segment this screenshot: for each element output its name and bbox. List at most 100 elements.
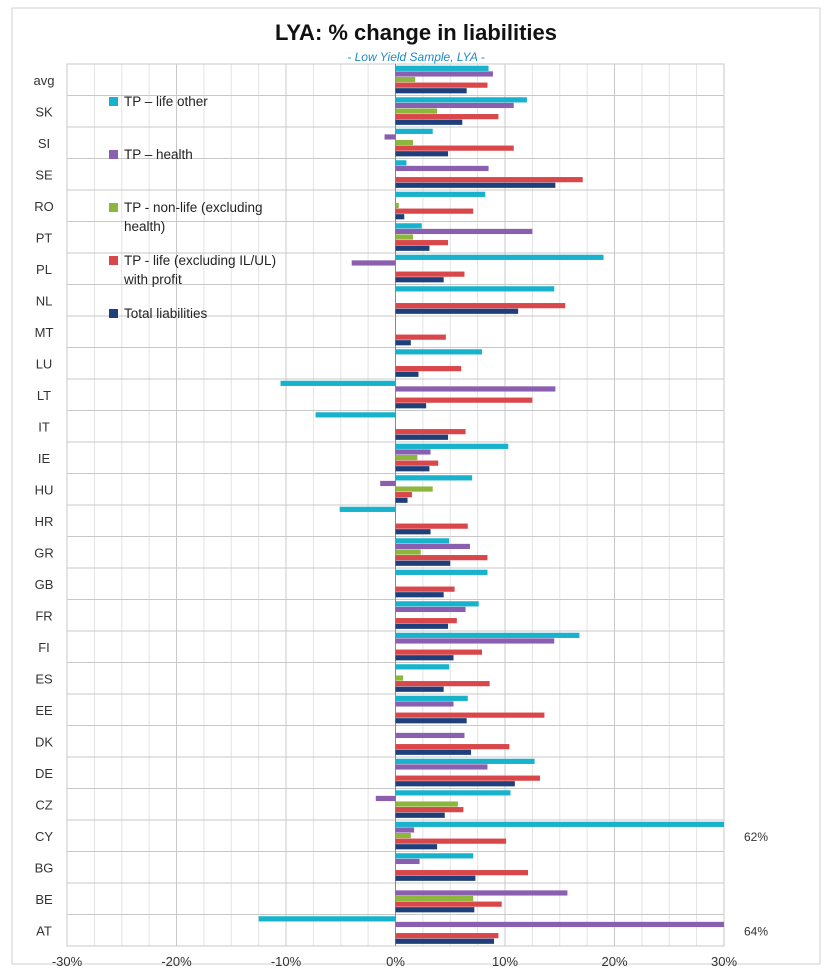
bar (395, 701, 454, 707)
bar (395, 449, 431, 455)
category-label: LU (36, 356, 53, 371)
category-label: SK (35, 104, 53, 119)
bar (395, 214, 405, 220)
x-tick-label: 0% (386, 954, 405, 969)
legend-label: TP - non-life (excluding health) (124, 200, 263, 234)
category-label: IT (38, 419, 50, 434)
legend-label: TP – health (124, 147, 193, 162)
bar (395, 165, 489, 172)
bar (395, 76, 416, 83)
legend-swatch (109, 309, 118, 318)
bar (395, 177, 583, 183)
bar (395, 529, 431, 535)
bar (395, 65, 489, 71)
bar (395, 638, 555, 644)
x-tick-label: -30% (52, 954, 83, 969)
bar (395, 649, 483, 655)
legend-swatch (109, 256, 118, 265)
bar (395, 119, 463, 125)
x-tick-label: 20% (601, 954, 627, 969)
bar (395, 543, 470, 550)
category-label: PT (36, 230, 53, 245)
bar (395, 844, 438, 850)
bar (395, 71, 493, 77)
overflow-annotation: 64% (744, 924, 768, 938)
bar (395, 160, 407, 166)
bar (395, 807, 464, 813)
category-label: MT (35, 325, 54, 340)
bar (395, 475, 473, 481)
bar (375, 795, 396, 802)
bar (395, 686, 444, 692)
bar (395, 245, 430, 251)
category-label: SI (38, 136, 50, 151)
bar (395, 240, 449, 246)
legend-label: TP - life (excluding IL/UL) with profit (123, 253, 276, 287)
bar (395, 386, 556, 392)
bar (395, 191, 486, 197)
x-tick-label: 30% (711, 954, 737, 969)
category-label: ES (35, 671, 53, 686)
bar (395, 586, 455, 592)
bar (395, 933, 499, 939)
bar (395, 712, 545, 718)
legend-swatch (109, 203, 118, 212)
category-label: avg (34, 73, 55, 88)
bar (395, 151, 449, 157)
bar (395, 97, 527, 103)
category-label: CZ (35, 797, 52, 812)
category-label: DE (35, 766, 53, 781)
bar (384, 134, 396, 140)
bar (395, 764, 488, 770)
bar (395, 858, 420, 865)
bar (395, 832, 411, 839)
bar (395, 606, 466, 613)
category-label: CY (35, 829, 53, 844)
bar (395, 434, 449, 440)
bar (395, 555, 488, 561)
bar (395, 139, 414, 146)
category-label: GR (34, 545, 54, 560)
bar (395, 821, 724, 827)
bar (395, 340, 411, 346)
bar (395, 749, 472, 755)
category-label: IE (38, 451, 51, 466)
bar (395, 655, 454, 661)
bar (395, 675, 404, 681)
bar (395, 812, 445, 818)
bar (395, 223, 422, 229)
bar (395, 523, 468, 529)
overflow-annotation: 62% (744, 830, 768, 844)
bar (258, 916, 396, 922)
category-label: FI (38, 640, 50, 655)
bar (395, 366, 462, 372)
legend-label: TP – life other (124, 94, 208, 109)
bar (395, 623, 449, 629)
bar (395, 334, 446, 340)
bar (395, 744, 510, 750)
bar (395, 371, 419, 377)
category-label: HU (35, 482, 54, 497)
bar (395, 827, 415, 833)
bar (395, 801, 458, 807)
bar (395, 397, 533, 403)
category-label: NL (36, 293, 53, 308)
bar (315, 412, 396, 418)
bar (395, 454, 418, 461)
bar (395, 286, 555, 292)
bar (395, 497, 408, 503)
bar (395, 838, 507, 844)
bar (395, 145, 514, 151)
bar (395, 403, 427, 409)
bar (395, 108, 438, 114)
bar (395, 349, 483, 355)
category-label: EE (35, 703, 53, 718)
bar (395, 618, 457, 624)
category-label: LT (37, 388, 51, 403)
bar (395, 775, 541, 781)
bar (395, 601, 479, 607)
category-label: HR (35, 514, 54, 529)
bar (395, 460, 439, 466)
